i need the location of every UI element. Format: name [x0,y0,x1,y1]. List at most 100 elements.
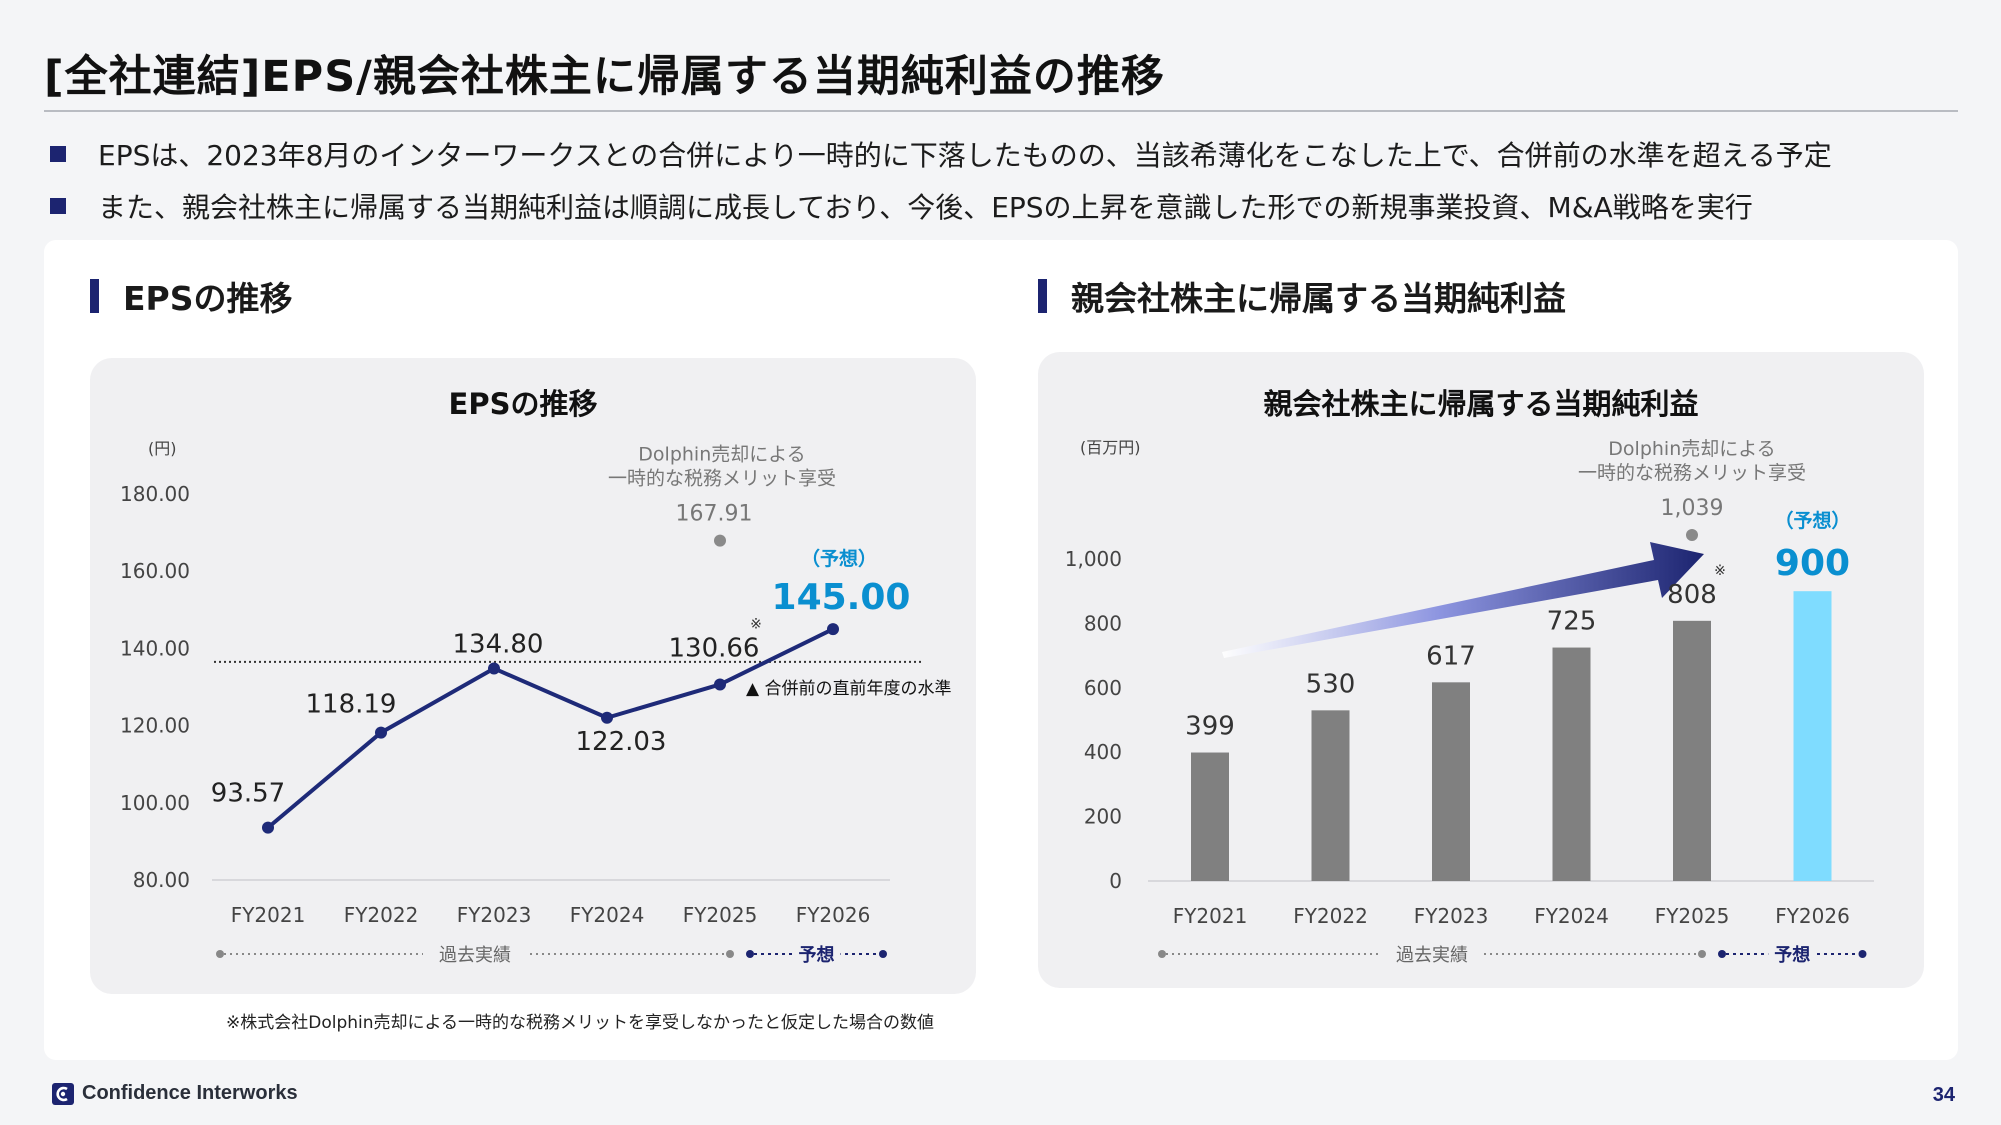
chart-title: 親会社株主に帰属する当期純利益 [1263,387,1698,421]
net-income-bar [1673,620,1711,881]
alternate-note-line: 一時的な税務メリット享受 [1578,462,1806,484]
alternate-note-line: 一時的な税務メリット享受 [608,468,836,490]
alternate-value-label: 167.91 [676,502,753,527]
net-income-bar [1311,710,1350,881]
alternate-value-label: 1,039 [1661,496,1724,521]
eps-data-point [488,662,500,675]
company-name: Confidence Interworks [82,1082,298,1104]
eps-forecast-value-label: 145.00 [772,577,911,618]
y-tick-label: 600 [1084,676,1122,700]
heading-bar [90,279,99,313]
logo-mark-icon [52,1082,74,1105]
eps-data-label: 134.80 [453,629,544,659]
note-mark: ※ [750,616,762,632]
section-heading-eps: EPSの推移 [90,272,293,320]
eps-data-label: 93.57 [211,779,285,809]
period-label-actual: 過去実績 [439,945,511,966]
eps-series-line [266,627,834,830]
y-tick-label: 180.00 [120,482,190,506]
section-heading-text: 親会社株主に帰属する当期純利益 [1071,279,1566,318]
forecast-tag: （予想） [1774,509,1850,532]
page-title: [全社連結]EPS/親会社株主に帰属する当期純利益の推移 [44,52,1165,102]
period-label-forecast: 予想 [1774,944,1810,966]
reference-line-label: ▲ 合併前の直前年度の水準 [746,679,951,699]
growth-trend-arrow [1222,542,1704,658]
x-tick-label: FY2022 [1293,904,1368,928]
period-dot [1718,950,1726,958]
section-heading-text: EPSの推移 [123,279,293,318]
chart-title: EPSの推移 [449,387,598,421]
period-dot [726,950,734,958]
x-tick-label: FY2024 [1534,904,1609,928]
alternate-data-point [714,534,726,547]
eps-data-label: 130.66 [669,633,760,663]
eps-data-point [262,821,274,834]
net-income-data-label: 808 [1667,580,1717,610]
x-tick-label: FY2025 [683,903,758,927]
forecast-tag: （予想） [801,547,877,570]
period-dot [1698,950,1706,958]
period-label-actual: 過去実績 [1396,945,1468,966]
y-tick-label: 80.00 [133,868,190,892]
x-tick-label: FY2025 [1655,904,1730,928]
period-label-bg [792,940,841,968]
x-tick-label: FY2022 [344,903,419,927]
period-dot [1158,950,1166,958]
title-divider [44,110,1958,112]
eps-data-point [601,711,613,724]
period-dot [216,950,224,958]
net-income-bar-chart: 親会社株主に帰属する当期純利益 (百万円) 1,000 800 600 400 200 0 39… [1065,387,1874,968]
period-label-bg [423,940,527,968]
alternate-note-line: Dolphin売却による [638,444,805,466]
y-tick-label: 400 [1084,740,1122,764]
net-income-bar [1432,682,1470,881]
y-tick-label: 200 [1084,805,1122,829]
net-income-forecast-value-label: 900 [1775,543,1850,584]
x-tick-label: FY2024 [570,903,645,927]
eps-data-label: 118.19 [306,690,397,720]
x-tick-label: FY2021 [231,903,306,927]
y-tick-label: 100.00 [120,791,190,815]
section-heading-net-income: 親会社株主に帰属する当期純利益 [1038,272,1566,320]
x-tick-label: FY2023 [457,903,532,927]
alternate-note-line: Dolphin売却による [1608,438,1775,460]
company-logo: Confidence Interworks [52,1082,298,1105]
net-income-chart-card: 親会社株主に帰属する当期純利益 (百万円) 1,000 800 600 400 200 0 39… [1038,352,1924,988]
bullet-item: EPSは、2023年8月のインターワークスとの合併により一時的に下落したものの、… [50,128,1832,180]
eps-chart-card: EPSの推移 (円) 180.00 160.00 140.00 120.00 100.00 8… [90,358,976,994]
x-tick-label: FY2026 [1775,904,1850,928]
period-dot [1858,950,1867,958]
y-axis-unit-label: (百万円) [1080,438,1141,457]
period-dot [879,950,887,958]
period-label-forecast: 予想 [799,944,835,966]
bullet-text: EPSは、2023年8月のインターワークスとの合併により一時的に下落したものの、… [98,139,1832,172]
net-income-forecast-bar [1793,591,1832,881]
eps-data-point [827,623,839,636]
square-bullet-icon [50,198,66,214]
net-income-bar [1552,647,1591,881]
square-bullet-icon [50,146,66,162]
eps-data-point [375,726,387,739]
y-tick-label: 120.00 [120,714,190,738]
eps-line-chart: EPSの推移 (円) 180.00 160.00 140.00 120.00 100.00 8… [120,387,951,968]
net-income-data-label: 399 [1185,712,1235,742]
net-income-bar [1191,752,1229,881]
y-axis-unit-label: (円) [148,439,177,458]
bullet-text: また、親会社株主に帰属する当期純利益は順調に成長しており、今後、EPSの上昇を意… [98,191,1753,224]
y-tick-label: 0 [1109,869,1122,893]
net-income-data-label: 530 [1306,669,1356,699]
y-tick-label: 160.00 [120,559,190,583]
heading-bar [1038,279,1047,313]
period-dot [746,950,754,958]
period-label-bg [1380,940,1484,968]
alternate-data-point [1686,529,1698,541]
page-number: 34 [1932,1084,1955,1106]
bullet-item: また、親会社株主に帰属する当期純利益は順調に成長しており、今後、EPSの上昇を意… [50,180,1832,232]
x-tick-label: FY2026 [796,903,871,927]
period-label-bg [1768,940,1817,968]
net-income-data-label: 617 [1426,641,1476,671]
net-income-data-label: 725 [1547,607,1597,637]
y-tick-label: 140.00 [120,636,190,660]
eps-data-label: 122.03 [576,727,667,757]
x-tick-label: FY2023 [1414,904,1489,928]
